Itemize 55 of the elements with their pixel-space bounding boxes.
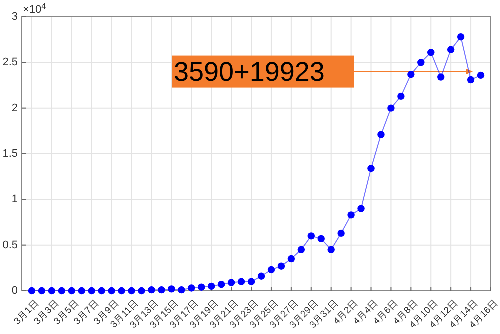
- y-tick-label: 1: [12, 194, 18, 206]
- point: [308, 232, 315, 240]
- point: [178, 286, 186, 294]
- point: [138, 287, 146, 295]
- point: [68, 287, 76, 295]
- point: [238, 278, 246, 286]
- point: [318, 235, 325, 243]
- point: [368, 165, 375, 172]
- y-tick-label: 3: [12, 11, 18, 23]
- point: [148, 286, 156, 294]
- point: [168, 286, 176, 293]
- y-tick-label: 0: [12, 285, 18, 297]
- point: [328, 246, 335, 254]
- point: [467, 76, 475, 84]
- point: [477, 72, 485, 80]
- point: [118, 287, 126, 295]
- point: [438, 74, 445, 81]
- y-tick-label: 0.5: [2, 239, 18, 252]
- point: [457, 33, 465, 41]
- point: [78, 287, 86, 295]
- point: [38, 287, 46, 295]
- point: [348, 212, 355, 219]
- point: [98, 287, 106, 295]
- annotation: 3590+19923: [174, 56, 325, 87]
- point: [398, 92, 405, 100]
- point: [278, 262, 286, 270]
- point: [258, 272, 266, 280]
- point: [378, 131, 385, 138]
- point: [108, 287, 116, 295]
- y-tick-label: 2: [12, 102, 18, 114]
- text: ×10$^{4}$: [23, 2, 47, 16]
- point: [268, 266, 276, 274]
- point: [208, 282, 216, 290]
- point: [388, 104, 395, 112]
- point: [58, 287, 66, 295]
- point: [198, 284, 206, 291]
- point: [358, 205, 365, 212]
- y-tick-label: 2.5: [2, 56, 18, 69]
- point: [248, 278, 256, 286]
- point: [218, 281, 226, 288]
- point: [188, 284, 196, 292]
- point: [408, 70, 415, 78]
- point: [128, 287, 136, 295]
- point: [338, 230, 345, 238]
- point: [88, 287, 96, 295]
- point: [48, 287, 56, 295]
- point: [298, 246, 306, 254]
- point: [418, 59, 425, 66]
- y-tick-label: 1.5: [2, 148, 18, 160]
- point: [447, 46, 455, 54]
- point: [288, 255, 296, 263]
- point: [428, 49, 435, 56]
- point: [158, 286, 166, 294]
- point: [228, 279, 236, 286]
- point: [28, 287, 36, 295]
